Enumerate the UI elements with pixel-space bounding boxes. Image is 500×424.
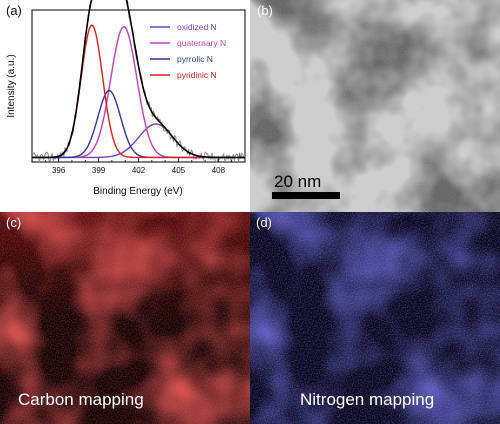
carbon-map-panel: (c) Carbon mapping (0, 212, 250, 424)
nitrogen-map-caption: Nitrogen mapping (300, 390, 435, 409)
tem-image-panel: (b) 20 nm (250, 0, 500, 212)
x-tick-label: 405 (172, 166, 186, 175)
fit-envelope-line (32, 0, 245, 159)
carbon-map-caption: Carbon mapping (18, 390, 144, 409)
component-pyrrolic-line (32, 89, 245, 159)
envelope-layer (32, 0, 245, 159)
legend-label-quaternary: quaternary N (177, 38, 226, 48)
carbon-map-image (0, 212, 250, 424)
y-axis-label: Intensity (a.u.) (6, 54, 17, 117)
legend-label-pyrrolic: pyrrolic N (177, 54, 213, 64)
panel-label-d: (d) (256, 215, 272, 230)
legend-label-pyridinic: pyridinic N (177, 70, 217, 80)
x-axis-label: Binding Energy (eV) (93, 186, 183, 197)
panel-label-b: (b) (257, 3, 273, 18)
x-tick-label: 402 (132, 166, 146, 175)
nitrogen-map-image (250, 212, 500, 424)
panel-label-c: (c) (6, 215, 22, 230)
panel-label-a: (a) (6, 3, 22, 18)
tem-image (250, 0, 500, 212)
x-tick-label: 396 (52, 166, 66, 175)
nitrogen-map-panel: (d) Nitrogen mapping (250, 212, 500, 424)
legend: oxidized N quaternary N pyrrolic N pyridini… (150, 22, 226, 80)
xps-chart-panel: 396 399 402 405 408 oxidized N quaternary N py… (0, 0, 250, 212)
scalebar (272, 192, 340, 199)
x-tick-label: 399 (92, 166, 106, 175)
xps-chart: 396 399 402 405 408 oxidized N quaternary N py… (6, 0, 246, 197)
x-tick-label: 408 (212, 166, 226, 175)
tick-layer: 396 399 402 405 408 (44, 158, 233, 175)
legend-label-oxidized: oxidized N (177, 22, 217, 32)
scalebar-label: 20 nm (274, 172, 322, 191)
